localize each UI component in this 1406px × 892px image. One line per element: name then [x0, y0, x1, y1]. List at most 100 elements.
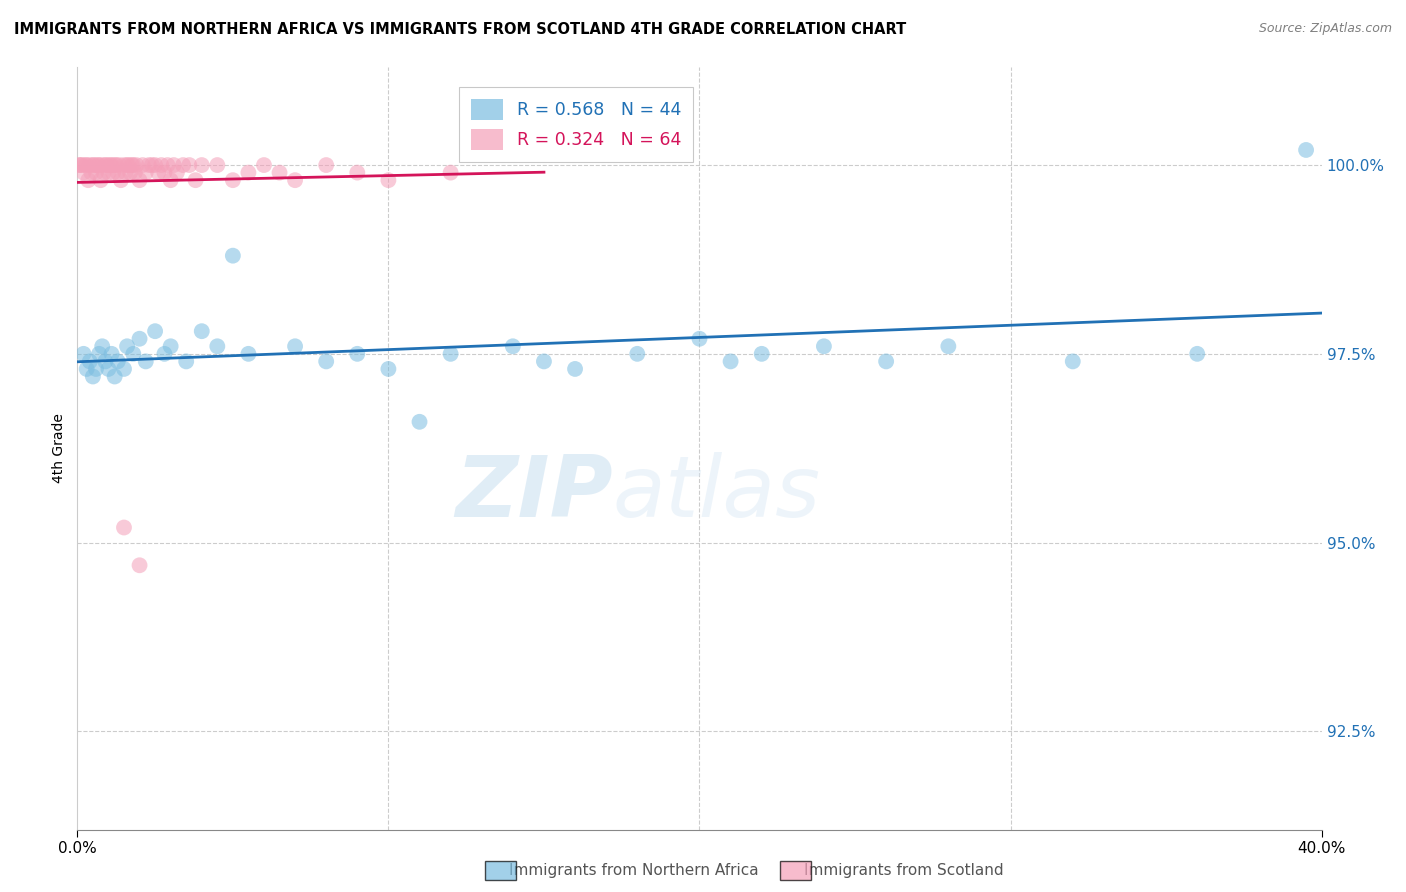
Point [115, 339, 138, 353]
Point [97, 166, 120, 180]
Point [207, 158, 229, 172]
Point [184, 173, 207, 187]
Point [122, 347, 145, 361]
Point [1062, 354, 1084, 368]
Point [122, 158, 145, 172]
Point [84, 362, 107, 376]
Point [238, 166, 260, 180]
Point [107, 166, 129, 180]
Point [533, 354, 555, 368]
Point [131, 158, 153, 172]
Point [125, 158, 148, 172]
Point [284, 173, 307, 187]
Point [112, 362, 135, 376]
Point [163, 158, 186, 172]
Point [80, 166, 103, 180]
Point [115, 158, 138, 172]
Point [179, 158, 201, 172]
Point [86, 158, 108, 172]
Point [79, 158, 101, 172]
Point [91, 339, 114, 353]
Y-axis label: 4th Grade: 4th Grade [52, 413, 66, 483]
Point [174, 354, 197, 368]
Point [141, 158, 163, 172]
Text: Immigrants from Scotland: Immigrants from Scotland [804, 863, 1004, 878]
Point [143, 158, 166, 172]
Point [114, 166, 136, 180]
Point [72, 166, 94, 180]
Point [94, 158, 117, 172]
Point [121, 158, 143, 172]
Point [284, 339, 307, 353]
Point [143, 324, 166, 338]
Point [87, 347, 110, 361]
Point [96, 158, 118, 172]
Text: Source: ZipAtlas.com: Source: ZipAtlas.com [1258, 22, 1392, 36]
Point [100, 158, 122, 172]
Point [83, 158, 105, 172]
Point [440, 166, 463, 180]
Point [720, 354, 742, 368]
Point [100, 347, 122, 361]
Point [94, 354, 117, 368]
Text: atlas: atlas [613, 452, 820, 535]
Point [222, 249, 245, 263]
Point [172, 158, 194, 172]
Point [101, 166, 124, 180]
Point [238, 347, 260, 361]
Point [70, 158, 93, 172]
Point [564, 362, 586, 376]
Point [207, 339, 229, 353]
Point [166, 166, 188, 180]
Point [938, 339, 960, 353]
Point [97, 362, 120, 376]
Point [118, 158, 141, 172]
Point [377, 173, 399, 187]
Point [72, 347, 94, 361]
Point [79, 354, 101, 368]
Point [159, 339, 181, 353]
Point [440, 347, 463, 361]
Point [108, 158, 131, 172]
Point [135, 354, 157, 368]
Text: Immigrants from Northern Africa: Immigrants from Northern Africa [509, 863, 759, 878]
Point [408, 415, 430, 429]
Point [689, 332, 711, 346]
Point [104, 369, 127, 384]
Point [91, 158, 114, 172]
Point [135, 166, 157, 180]
Point [120, 166, 142, 180]
Point [875, 354, 897, 368]
Point [153, 166, 176, 180]
Point [69, 158, 91, 172]
Point [156, 158, 179, 172]
Point [1295, 143, 1317, 157]
Point [112, 520, 135, 534]
Point [159, 173, 181, 187]
Point [153, 347, 176, 361]
Point [1187, 347, 1209, 361]
Point [67, 158, 90, 172]
Point [315, 354, 337, 368]
Point [502, 339, 524, 353]
Point [191, 324, 214, 338]
Point [104, 158, 127, 172]
Point [128, 332, 150, 346]
Point [84, 166, 107, 180]
Point [626, 347, 648, 361]
Point [150, 158, 173, 172]
Point [124, 166, 146, 180]
Point [128, 173, 150, 187]
Point [110, 173, 132, 187]
Point [191, 158, 214, 172]
Point [346, 166, 368, 180]
Point [148, 166, 170, 180]
Text: IMMIGRANTS FROM NORTHERN AFRICA VS IMMIGRANTS FROM SCOTLAND 4TH GRADE CORRELATIO: IMMIGRANTS FROM NORTHERN AFRICA VS IMMIG… [14, 22, 907, 37]
Point [90, 173, 112, 187]
Legend: R = 0.568   N = 44, R = 0.324   N = 64: R = 0.568 N = 44, R = 0.324 N = 64 [460, 87, 693, 162]
Point [93, 166, 115, 180]
Point [269, 166, 291, 180]
Point [98, 158, 121, 172]
Point [76, 158, 98, 172]
Point [377, 362, 399, 376]
